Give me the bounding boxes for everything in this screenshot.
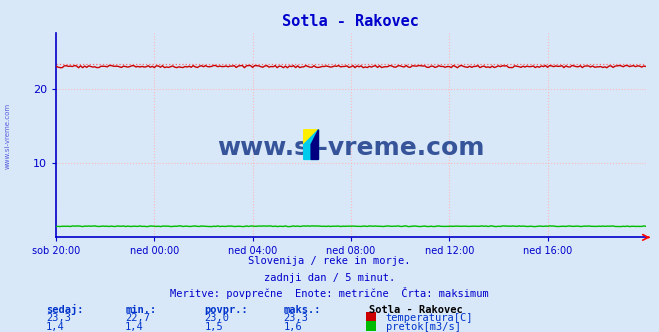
Text: Sotla - Rakovec: Sotla - Rakovec [369, 305, 463, 315]
Text: 23,3: 23,3 [283, 313, 308, 323]
Text: temperatura[C]: temperatura[C] [386, 313, 473, 323]
Text: 23,3: 23,3 [46, 313, 71, 323]
Text: 1,4: 1,4 [125, 322, 144, 332]
Text: Slovenija / reke in morje.: Slovenija / reke in morje. [248, 256, 411, 266]
Text: Meritve: povprečne  Enote: metrične  Črta: maksimum: Meritve: povprečne Enote: metrične Črta:… [170, 287, 489, 299]
Text: min.:: min.: [125, 305, 156, 315]
Text: 1,5: 1,5 [204, 322, 223, 332]
Text: sedaj:: sedaj: [46, 304, 84, 315]
Text: 23,0: 23,0 [204, 313, 229, 323]
Text: zadnji dan / 5 minut.: zadnji dan / 5 minut. [264, 273, 395, 283]
Text: 1,6: 1,6 [283, 322, 302, 332]
Title: Sotla - Rakovec: Sotla - Rakovec [283, 14, 419, 29]
Text: www.si-vreme.com: www.si-vreme.com [5, 103, 11, 169]
Text: 22,7: 22,7 [125, 313, 150, 323]
Polygon shape [304, 130, 318, 159]
Text: www.si-vreme.com: www.si-vreme.com [217, 135, 484, 160]
Text: pretok[m3/s]: pretok[m3/s] [386, 322, 461, 332]
Text: maks.:: maks.: [283, 305, 321, 315]
Text: povpr.:: povpr.: [204, 305, 248, 315]
Polygon shape [311, 130, 318, 159]
Polygon shape [304, 130, 318, 144]
Text: 1,4: 1,4 [46, 322, 65, 332]
